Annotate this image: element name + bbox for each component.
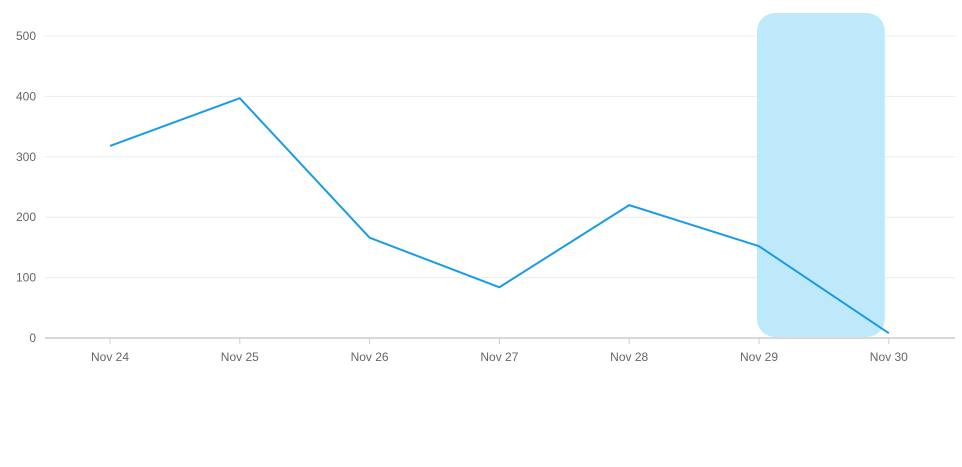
y-tick-label: 300 bbox=[16, 150, 36, 164]
x-tick-label: Nov 25 bbox=[221, 350, 259, 364]
y-tick-label: 100 bbox=[16, 271, 36, 285]
highlight-band bbox=[757, 13, 885, 337]
series-line bbox=[109, 97, 890, 334]
x-tick-label: Nov 30 bbox=[870, 350, 908, 364]
x-tick-label: Nov 26 bbox=[351, 350, 389, 364]
y-tick-label: 0 bbox=[29, 331, 36, 345]
x-tick-label: Nov 24 bbox=[91, 350, 129, 364]
x-tick-label: Nov 29 bbox=[740, 350, 778, 364]
y-tick-label: 400 bbox=[16, 89, 36, 103]
x-tick-label: Nov 28 bbox=[610, 350, 648, 364]
x-tick-label: Nov 27 bbox=[480, 350, 518, 364]
y-tick-label: 200 bbox=[16, 210, 36, 224]
y-tick-label: 500 bbox=[16, 29, 36, 43]
